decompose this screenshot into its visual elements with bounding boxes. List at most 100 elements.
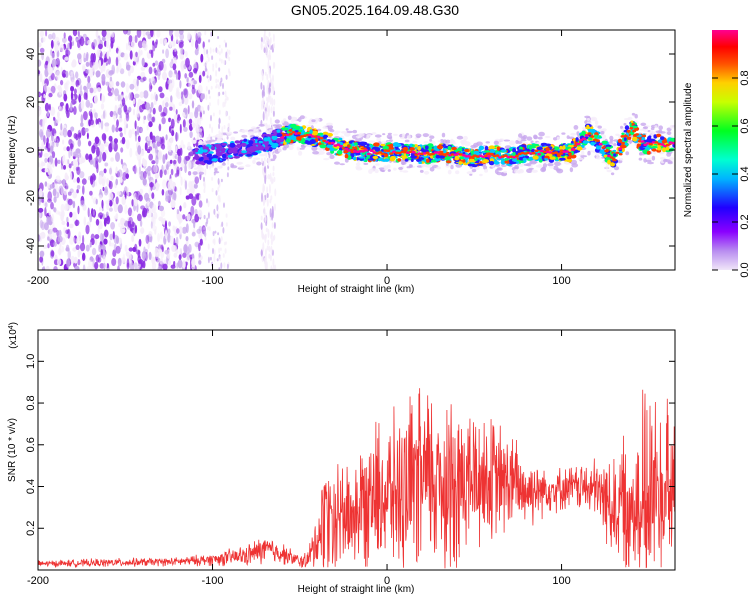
spectrogram-ridge-cell: [544, 143, 552, 147]
spectrogram-noise-cell: [50, 145, 54, 154]
spectrogram-noise-cell: [212, 48, 215, 53]
spectrogram-noise-cell: [102, 62, 106, 72]
spectrogram-noise-cell: [50, 250, 55, 257]
spectrogram-halo-cell: [596, 156, 601, 160]
spectrogram-ridge-cell: [601, 140, 608, 144]
spectrogram-ridge-cell: [221, 153, 227, 159]
spectrogram-noise-cell: [272, 258, 275, 268]
spectrogram-noise-cell: [225, 222, 228, 227]
spectrogram-noise-cell: [213, 208, 216, 215]
spectrogram-noise-cell: [44, 202, 48, 208]
spectrogram-halo-cell: [498, 138, 504, 142]
spectrogram-ridge-cell: [424, 145, 429, 150]
spectrogram-noise-cell: [156, 141, 161, 147]
spectrogram-ridge-cell: [347, 144, 351, 148]
spectrogram-noise-cell: [207, 200, 210, 208]
spectrogram-ridge-cell: [438, 155, 446, 159]
spectrogram-noise-cell: [273, 234, 276, 241]
spectrogram-noise-cell: [186, 188, 191, 195]
spectrogram-ridge-cell: [322, 131, 329, 136]
spectrogram-ridge-cell: [462, 151, 466, 155]
spectrogram-halo-cell: [387, 169, 391, 172]
spectrogram-halo-cell: [323, 158, 330, 161]
colorbar-tick-label: 0.6: [739, 118, 750, 133]
spectrogram-noise-cell: [110, 157, 114, 162]
spectrogram-noise-cell: [176, 91, 182, 100]
spectrogram-halo-cell: [205, 140, 212, 144]
spectrogram-noise-cell: [223, 125, 226, 130]
spectrogram-noise-cell: [218, 67, 221, 72]
spectrogram-noise-cell: [160, 143, 163, 149]
spectrogram-noise-cell: [109, 167, 112, 175]
spectrogram-noise-cell: [187, 160, 192, 170]
spectrogram-noise-cell: [144, 142, 148, 152]
spectrogram-noise-cell: [204, 231, 207, 238]
spectrogram-ridge-core: [554, 151, 558, 154]
spectrogram-noise-cell: [274, 203, 276, 211]
spectrogram-noise-cell: [169, 159, 173, 164]
spectrogram-noise-cell: [208, 226, 211, 232]
spectrogram-noise-cell: [225, 74, 228, 80]
spectrogram-noise-cell: [38, 188, 43, 198]
spectrogram-noise-cell: [185, 236, 189, 242]
spectrogram-ridge-cell: [236, 143, 242, 149]
spectrogram-noise-cell: [111, 141, 115, 150]
spectrogram-noise-cell: [203, 48, 206, 56]
spectrogram-noise-cell: [105, 125, 109, 132]
spectrogram-ridge-cell: [388, 147, 395, 150]
spectrogram-noise-cell: [177, 114, 180, 119]
spectrogram-noise-cell: [97, 226, 100, 235]
spectrogram-halo-cell: [298, 117, 302, 123]
spectrogram-noise-cell: [125, 251, 130, 257]
spectrogram-halo-cell: [623, 122, 627, 126]
spectrogram-halo-cell: [638, 157, 643, 161]
spectrogram-noise-cell: [125, 112, 130, 122]
spectrogram-noise-cell: [38, 70, 41, 75]
spectrogram-noise-cell: [73, 88, 77, 95]
spectrogram-noise-cell: [70, 150, 73, 157]
spectrogram-halo-cell: [339, 163, 346, 166]
spectrogram-noise-cell: [160, 244, 164, 251]
spectrogram-noise-cell: [169, 106, 173, 111]
spectrogram-noise-cell: [209, 47, 212, 54]
spectrogram-noise-cell: [109, 242, 115, 247]
spectrogram-noise-cell: [269, 117, 272, 125]
spectrogram-noise-cell: [38, 59, 42, 67]
spectrogram-noise-cell: [159, 258, 164, 265]
spectrogram-noise-cell: [42, 122, 45, 132]
spectrogram-noise-cell: [218, 44, 221, 49]
spectrogram-noise-cell: [77, 30, 80, 37]
spectrogram-noise-cell: [265, 41, 268, 48]
spectrogram-noise-cell: [83, 216, 87, 226]
spectrogram-halo-cell: [344, 132, 351, 137]
spectrogram-noise-cell: [164, 38, 168, 45]
spectrogram-ridge-core: [534, 149, 539, 152]
spectrogram-noise-cell: [173, 252, 178, 258]
spectrogram-noise-cell: [146, 210, 152, 218]
spectrogram-noise-cell: [79, 84, 83, 93]
spectrogram-noise-cell: [122, 165, 127, 172]
spectrogram-noise-cell: [208, 102, 211, 107]
spectrogram-noise-cell: [41, 141, 45, 150]
spectrogram-noise-cell: [273, 42, 276, 49]
spectrogram-noise-cell: [117, 204, 123, 214]
spectrogram-halo-cell: [357, 159, 361, 163]
spectrogram-noise-cell: [105, 263, 108, 268]
snr-xlabel: Height of straight line (km): [298, 584, 415, 595]
spectrogram-noise-cell: [123, 117, 127, 127]
spectrogram-noise-cell: [98, 194, 103, 200]
spectrogram-noise-cell: [99, 206, 102, 212]
spectrogram-noise-cell: [110, 31, 115, 38]
spectrogram-halo-cell: [218, 132, 224, 138]
spectrogram-halo-cell: [664, 159, 671, 162]
spectrogram-noise-cell: [152, 225, 158, 232]
spectrogram-noise-cell: [217, 178, 220, 185]
spectrogram-noise-cell: [140, 49, 143, 56]
spectrogram-noise-cell: [212, 247, 214, 255]
spectrogram-halo-cell: [368, 140, 375, 143]
spectrogram-noise-cell: [91, 247, 97, 256]
spectrogram-noise-cell: [179, 248, 182, 254]
spectrogram-noise-cell: [103, 255, 106, 263]
spectrogram-halo-cell: [542, 163, 548, 168]
spectrogram-noise-cell: [206, 70, 209, 76]
